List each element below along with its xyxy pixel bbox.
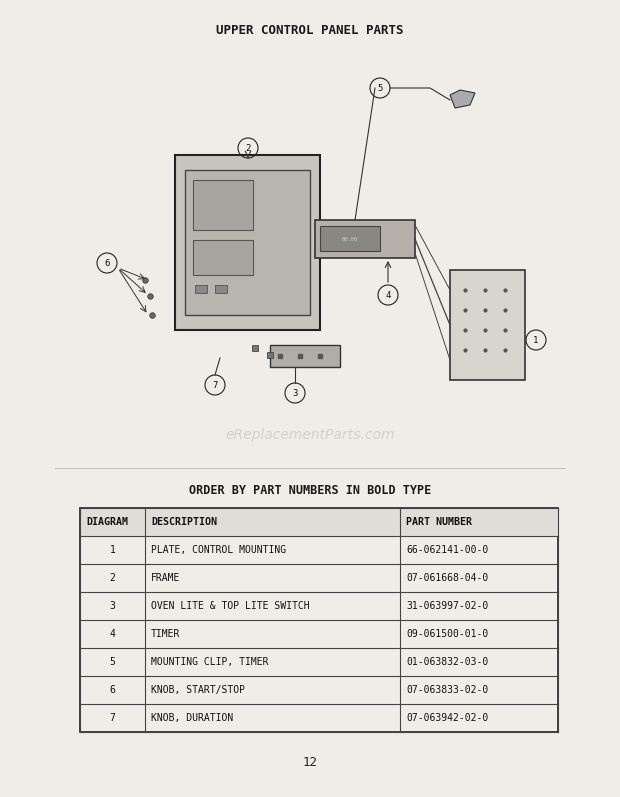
Text: 4: 4 bbox=[385, 290, 391, 300]
Text: 66-062141-00-0: 66-062141-00-0 bbox=[406, 545, 489, 555]
Text: 7: 7 bbox=[212, 380, 218, 390]
Text: OVEN LITE & TOP LITE SWITCH: OVEN LITE & TOP LITE SWITCH bbox=[151, 601, 309, 611]
Text: 1: 1 bbox=[533, 336, 539, 344]
Text: MOUNTING CLIP, TIMER: MOUNTING CLIP, TIMER bbox=[151, 657, 268, 667]
Text: DIAGRAM: DIAGRAM bbox=[86, 517, 128, 527]
Text: UPPER CONTROL PANEL PARTS: UPPER CONTROL PANEL PARTS bbox=[216, 23, 404, 37]
Text: 31-063997-02-0: 31-063997-02-0 bbox=[406, 601, 489, 611]
Text: 07-061668-04-0: 07-061668-04-0 bbox=[406, 573, 489, 583]
Text: 3: 3 bbox=[110, 601, 115, 611]
Text: 5: 5 bbox=[378, 84, 383, 92]
Text: 00:00: 00:00 bbox=[342, 237, 358, 241]
Text: 6: 6 bbox=[104, 258, 110, 268]
Text: 1: 1 bbox=[110, 545, 115, 555]
Text: 6: 6 bbox=[110, 685, 115, 695]
FancyBboxPatch shape bbox=[270, 345, 340, 367]
Text: 07-063942-02-0: 07-063942-02-0 bbox=[406, 713, 489, 723]
FancyBboxPatch shape bbox=[193, 240, 253, 275]
Text: 09-061500-01-0: 09-061500-01-0 bbox=[406, 629, 489, 639]
Polygon shape bbox=[450, 90, 475, 108]
FancyBboxPatch shape bbox=[215, 285, 227, 293]
FancyBboxPatch shape bbox=[320, 226, 380, 251]
Text: 2: 2 bbox=[246, 143, 250, 152]
Text: KNOB, DURATION: KNOB, DURATION bbox=[151, 713, 233, 723]
Text: eReplacementParts.com: eReplacementParts.com bbox=[225, 428, 395, 442]
FancyBboxPatch shape bbox=[185, 170, 310, 315]
FancyBboxPatch shape bbox=[450, 270, 525, 380]
FancyBboxPatch shape bbox=[80, 508, 558, 732]
Text: PART NUMBER: PART NUMBER bbox=[406, 517, 472, 527]
FancyBboxPatch shape bbox=[193, 180, 253, 230]
Text: ORDER BY PART NUMBERS IN BOLD TYPE: ORDER BY PART NUMBERS IN BOLD TYPE bbox=[189, 484, 431, 497]
Text: TIMER: TIMER bbox=[151, 629, 180, 639]
Text: 12: 12 bbox=[303, 756, 317, 768]
Text: 07-063833-02-0: 07-063833-02-0 bbox=[406, 685, 489, 695]
Text: 01-063832-03-0: 01-063832-03-0 bbox=[406, 657, 489, 667]
FancyBboxPatch shape bbox=[195, 285, 207, 293]
FancyBboxPatch shape bbox=[315, 220, 415, 258]
Text: DESCRIPTION: DESCRIPTION bbox=[151, 517, 217, 527]
Text: 7: 7 bbox=[110, 713, 115, 723]
Text: 2: 2 bbox=[110, 573, 115, 583]
Text: KNOB, START/STOP: KNOB, START/STOP bbox=[151, 685, 245, 695]
Text: 4: 4 bbox=[110, 629, 115, 639]
Text: FRAME: FRAME bbox=[151, 573, 180, 583]
Text: 5: 5 bbox=[110, 657, 115, 667]
FancyBboxPatch shape bbox=[80, 508, 558, 536]
Text: 3: 3 bbox=[292, 388, 298, 398]
Text: PLATE, CONTROL MOUNTING: PLATE, CONTROL MOUNTING bbox=[151, 545, 286, 555]
FancyBboxPatch shape bbox=[175, 155, 320, 330]
